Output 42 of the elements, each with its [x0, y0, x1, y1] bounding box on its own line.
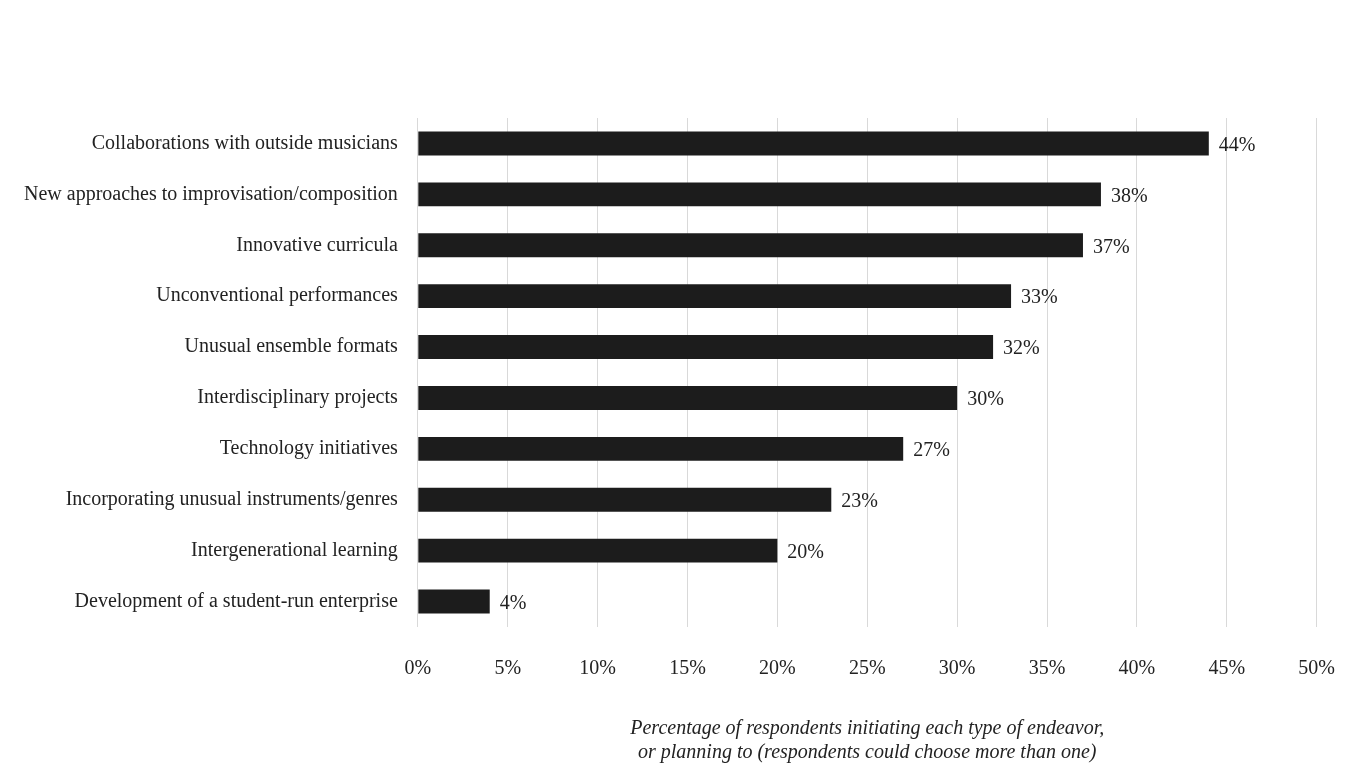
x-tick-label: 20%: [759, 656, 796, 679]
x-tick-label: 0%: [404, 656, 432, 679]
bar: [418, 436, 904, 461]
y-tick-label: Unusual ensemble formats: [184, 334, 399, 357]
y-tick-label: Innovative curricula: [236, 232, 398, 255]
x-tick-label: 10%: [579, 656, 616, 679]
data-label: 20%: [787, 539, 825, 562]
bar: [418, 182, 1101, 207]
data-label: 37%: [1092, 234, 1130, 257]
y-tick-label: Unconventional performances: [156, 283, 399, 307]
bar: [418, 589, 490, 614]
data-label: 32%: [1003, 336, 1040, 359]
x-tick-label: 5%: [494, 656, 522, 679]
x-tick-label: 50%: [1298, 656, 1336, 679]
x-tick-label: 25%: [848, 656, 886, 679]
x-axis-title: Percentage of respondents initiating each type of endeavor, or planning to (respondents could choose more than one): [629, 716, 1105, 764]
x-tick-label: 35%: [1028, 656, 1066, 679]
bar: [418, 538, 778, 563]
bar: [418, 233, 1083, 258]
x-tick-label: 40%: [1118, 656, 1156, 679]
bar: [418, 284, 1012, 309]
bar: [418, 487, 832, 512]
data-label: 38%: [1110, 183, 1148, 206]
data-label: 44%: [1218, 132, 1256, 155]
bar: [418, 385, 958, 410]
x-tick-label: 15%: [669, 656, 706, 679]
y-tick-label: Interdisciplinary projects: [197, 385, 399, 409]
data-label: 30%: [967, 387, 1004, 410]
y-tick-label: Collaborations with outside musicians: [91, 130, 399, 153]
x-tick-label: 30%: [938, 656, 976, 679]
data-label: 4%: [499, 590, 527, 613]
bar: [418, 335, 994, 360]
y-tick-label: Incorporating unusual instruments/genres: [65, 487, 399, 510]
y-tick-label: Intergenerational learning: [191, 537, 398, 561]
x-tick-label: 45%: [1208, 656, 1246, 679]
y-tick-label: Technology initiatives: [219, 436, 399, 460]
y-tick-label: New approaches to improvisation/composition: [23, 181, 398, 205]
bar: [418, 131, 1209, 156]
data-label: 23%: [841, 489, 878, 511]
data-label: 27%: [913, 438, 950, 461]
data-label: 33%: [1021, 285, 1058, 308]
y-tick-label: Development of a student-run enterprise: [74, 588, 398, 612]
